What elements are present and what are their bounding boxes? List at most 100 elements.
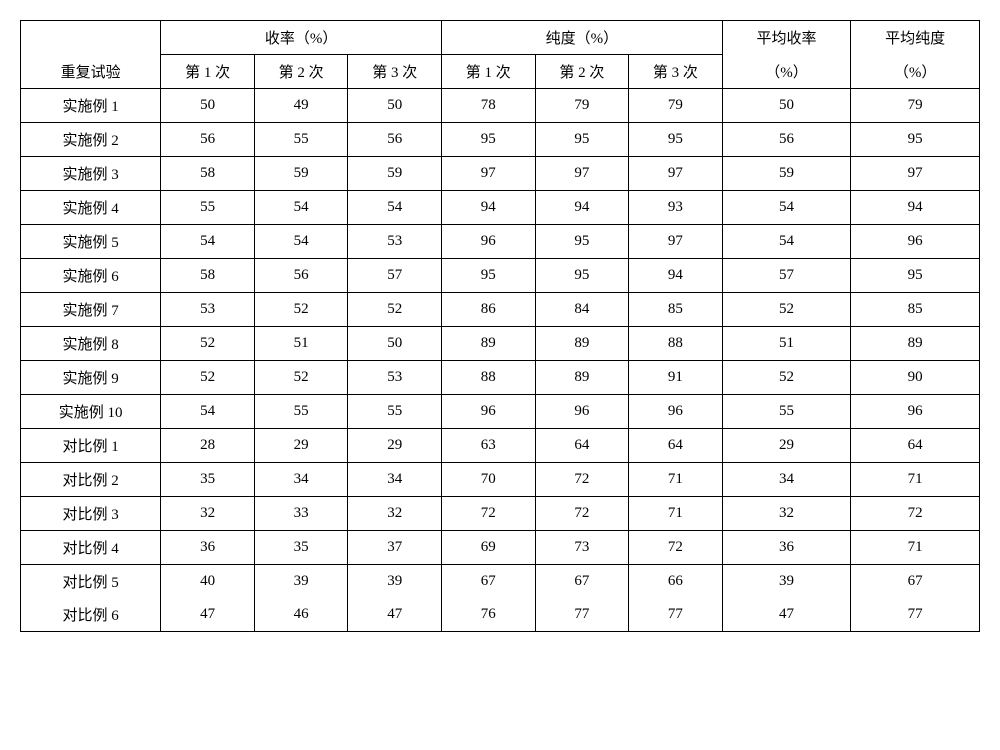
yield-2: 56 <box>254 259 348 293</box>
purity-1: 88 <box>442 361 536 395</box>
avg-purity: 89 <box>851 327 980 361</box>
table-row: 实施例 15049507879795079 <box>21 89 980 123</box>
row-label: 实施例 10 <box>21 395 161 429</box>
header-repeat-label: 重复试验 <box>21 55 161 89</box>
table-row: 实施例 85251508989885189 <box>21 327 980 361</box>
header-purity-trial2: 第 2 次 <box>535 55 629 89</box>
row-label: 实施例 1 <box>21 89 161 123</box>
purity-1: 63 <box>442 429 536 463</box>
table-row: 实施例 45554549494935494 <box>21 191 980 225</box>
table-row: 实施例 65856579595945795 <box>21 259 980 293</box>
purity-2: 72 <box>535 497 629 531</box>
purity-3: 96 <box>629 395 723 429</box>
avg-yield: 56 <box>722 123 851 157</box>
table-row: 对比例 54039396767663967 <box>21 565 980 599</box>
purity-2: 64 <box>535 429 629 463</box>
avg-purity: 71 <box>851 463 980 497</box>
yield-2: 35 <box>254 531 348 565</box>
purity-3: 72 <box>629 531 723 565</box>
yield-2: 51 <box>254 327 348 361</box>
table-row: 实施例 95252538889915290 <box>21 361 980 395</box>
yield-1: 55 <box>161 191 255 225</box>
purity-1: 89 <box>442 327 536 361</box>
purity-3: 91 <box>629 361 723 395</box>
avg-purity: 95 <box>851 123 980 157</box>
yield-2: 54 <box>254 191 348 225</box>
table-row: 对比例 43635376973723671 <box>21 531 980 565</box>
avg-purity: 85 <box>851 293 980 327</box>
header-row-1: 收率（%） 纯度（%） 平均收率 平均纯度 <box>21 21 980 55</box>
header-yield-trial3: 第 3 次 <box>348 55 442 89</box>
avg-yield: 52 <box>722 293 851 327</box>
avg-yield: 51 <box>722 327 851 361</box>
yield-1: 47 <box>161 598 255 632</box>
purity-2: 94 <box>535 191 629 225</box>
purity-2: 95 <box>535 225 629 259</box>
purity-1: 96 <box>442 395 536 429</box>
yield-1: 28 <box>161 429 255 463</box>
yield-purity-table: 收率（%） 纯度（%） 平均收率 平均纯度 重复试验 第 1 次 第 2 次 第… <box>20 20 980 632</box>
yield-3: 52 <box>348 293 442 327</box>
row-label: 对比例 2 <box>21 463 161 497</box>
table-row: 实施例 75352528684855285 <box>21 293 980 327</box>
yield-1: 40 <box>161 565 255 599</box>
header-yield-group: 收率（%） <box>161 21 442 55</box>
avg-yield: 47 <box>722 598 851 632</box>
purity-3: 97 <box>629 157 723 191</box>
row-label: 对比例 3 <box>21 497 161 531</box>
purity-2: 79 <box>535 89 629 123</box>
purity-3: 79 <box>629 89 723 123</box>
yield-2: 49 <box>254 89 348 123</box>
purity-3: 94 <box>629 259 723 293</box>
avg-yield: 54 <box>722 225 851 259</box>
header-avg-purity-bottom: （%） <box>851 55 980 89</box>
purity-1: 69 <box>442 531 536 565</box>
yield-2: 52 <box>254 361 348 395</box>
avg-yield: 36 <box>722 531 851 565</box>
purity-1: 96 <box>442 225 536 259</box>
avg-purity: 96 <box>851 395 980 429</box>
purity-2: 97 <box>535 157 629 191</box>
yield-2: 46 <box>254 598 348 632</box>
row-label: 对比例 6 <box>21 598 161 632</box>
avg-yield: 39 <box>722 565 851 599</box>
avg-yield: 59 <box>722 157 851 191</box>
yield-1: 52 <box>161 361 255 395</box>
yield-2: 29 <box>254 429 348 463</box>
purity-2: 77 <box>535 598 629 632</box>
table-row: 对比例 12829296364642964 <box>21 429 980 463</box>
header-avg-yield-top: 平均收率 <box>722 21 851 55</box>
purity-2: 95 <box>535 123 629 157</box>
yield-3: 54 <box>348 191 442 225</box>
yield-2: 55 <box>254 395 348 429</box>
avg-yield: 54 <box>722 191 851 225</box>
row-label: 实施例 9 <box>21 361 161 395</box>
purity-1: 70 <box>442 463 536 497</box>
table-row: 对比例 64746477677774777 <box>21 598 980 632</box>
purity-1: 86 <box>442 293 536 327</box>
avg-yield: 34 <box>722 463 851 497</box>
purity-3: 95 <box>629 123 723 157</box>
avg-yield: 52 <box>722 361 851 395</box>
yield-3: 47 <box>348 598 442 632</box>
purity-1: 97 <box>442 157 536 191</box>
avg-purity: 71 <box>851 531 980 565</box>
row-label: 实施例 2 <box>21 123 161 157</box>
header-purity-group: 纯度（%） <box>442 21 723 55</box>
yield-1: 52 <box>161 327 255 361</box>
yield-3: 39 <box>348 565 442 599</box>
yield-3: 57 <box>348 259 442 293</box>
purity-1: 95 <box>442 123 536 157</box>
yield-3: 59 <box>348 157 442 191</box>
purity-3: 93 <box>629 191 723 225</box>
purity-2: 73 <box>535 531 629 565</box>
purity-2: 84 <box>535 293 629 327</box>
yield-2: 55 <box>254 123 348 157</box>
purity-2: 67 <box>535 565 629 599</box>
yield-3: 56 <box>348 123 442 157</box>
yield-3: 55 <box>348 395 442 429</box>
yield-2: 52 <box>254 293 348 327</box>
table-row: 对比例 33233327272713272 <box>21 497 980 531</box>
avg-yield: 57 <box>722 259 851 293</box>
row-label: 实施例 5 <box>21 225 161 259</box>
